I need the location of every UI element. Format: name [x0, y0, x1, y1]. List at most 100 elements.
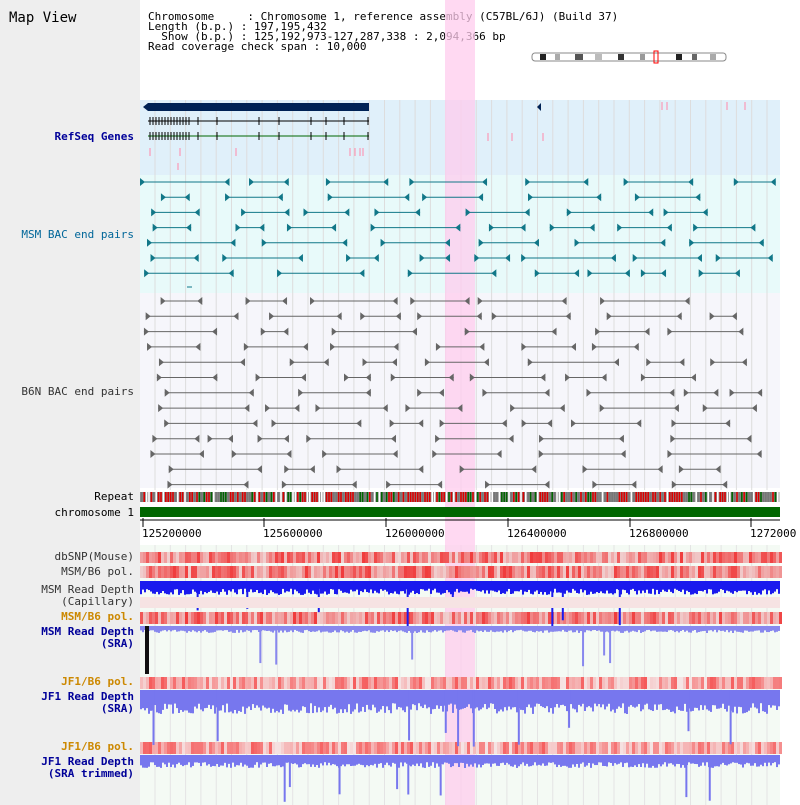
read-depth-bar [424, 755, 426, 768]
read-depth-bar [344, 755, 346, 767]
bac-end-marker [702, 208, 708, 217]
heat-cell [269, 677, 272, 689]
bac-end-marker [383, 178, 389, 186]
axis-tick-label: 126400000 [507, 527, 567, 540]
bac-end-marker [709, 312, 715, 321]
repeat-element [417, 492, 419, 502]
read-depth-bar [354, 690, 356, 710]
read-depth-bar [554, 755, 556, 765]
map-view-title: Map View [9, 10, 77, 26]
read-depth-bar [754, 581, 756, 592]
heat-cell [191, 566, 194, 578]
read-depth-bar [490, 581, 492, 591]
read-depth-bar [300, 626, 302, 633]
read-depth-bar [376, 626, 378, 632]
read-depth-bar [490, 690, 492, 704]
read-depth-bar [242, 690, 244, 707]
read-depth-bar [302, 581, 304, 595]
heat-cell [749, 612, 752, 624]
repeat-element [148, 492, 150, 502]
heat-cell [629, 552, 632, 563]
read-depth-bar [224, 690, 226, 713]
heat-cell [221, 742, 224, 754]
read-depth-bar [632, 755, 634, 767]
read-depth-bar [440, 690, 442, 706]
read-depth-bar [360, 690, 362, 712]
bac-end-marker [623, 178, 629, 186]
read-depth-spike [196, 581, 199, 611]
bac-end-marker [698, 269, 704, 278]
repeat-element [685, 492, 688, 502]
read-depth-bar [694, 626, 696, 631]
heat-cell [152, 552, 155, 563]
chromosome-bar [140, 507, 780, 517]
heat-cell [245, 677, 248, 689]
heat-cell [446, 552, 449, 563]
read-depth-bar [702, 690, 704, 710]
bac-end-marker [432, 450, 438, 458]
heat-cell [173, 552, 176, 563]
read-depth-bar [352, 755, 354, 766]
read-depth-bar [558, 581, 560, 593]
heat-cell [773, 612, 776, 624]
heat-cell [764, 552, 767, 563]
heat-cell [512, 552, 515, 563]
read-depth-bar [292, 755, 294, 764]
b6n-bac-label[interactable]: B6N BAC end pairs [21, 385, 134, 398]
repeat-element [587, 492, 589, 502]
bac-end-marker [351, 480, 357, 489]
read-depth-bar [636, 755, 638, 768]
heat-cell [284, 552, 287, 563]
refseq-genes-label[interactable]: RefSeq Genes [54, 130, 134, 143]
msm-bac-label[interactable]: MSM BAC end pairs [21, 228, 134, 241]
heat-cell [335, 566, 338, 578]
read-depth-bar [542, 690, 544, 708]
repeat-element [244, 492, 246, 502]
read-depth-bar [158, 581, 160, 595]
heat-cell [359, 612, 362, 624]
read-depth-bar [254, 690, 256, 708]
read-depth-spike [275, 626, 278, 665]
heat-cell [590, 612, 593, 624]
read-depth-bar [370, 755, 372, 765]
read-depth-spike [457, 690, 460, 747]
read-depth-bar [194, 581, 196, 592]
read-depth-bar [240, 581, 242, 589]
bac-end-marker [646, 358, 652, 367]
heat-cell [185, 677, 188, 689]
heat-cell [689, 742, 692, 754]
read-depth-bar [674, 581, 676, 589]
heat-cell [653, 552, 656, 563]
heat-cell [329, 677, 332, 689]
repeat-element [640, 492, 642, 502]
heat-cell [584, 612, 587, 624]
read-depth-bar [498, 626, 500, 632]
read-depth-bar [384, 626, 386, 632]
read-depth-bar [636, 581, 638, 595]
bac-end-marker [256, 465, 262, 474]
read-depth-bar [714, 626, 716, 630]
heat-cell [779, 612, 782, 624]
heat-cell [656, 552, 659, 563]
heat-cell [569, 742, 572, 754]
heat-cell [257, 612, 260, 624]
bac-end-marker [591, 342, 597, 351]
read-depth-bar [234, 755, 236, 767]
read-depth-bar [472, 755, 474, 767]
read-depth-bar [542, 626, 544, 633]
repeat-element [275, 492, 277, 502]
repeat-element [208, 492, 210, 502]
msm-sra-gap-marker [145, 626, 149, 674]
heat-cell [536, 566, 539, 578]
read-depth-spike [609, 626, 612, 664]
heat-cell [479, 552, 482, 563]
read-depth-bar [434, 581, 436, 589]
heat-cell [359, 552, 362, 563]
heat-cell [428, 677, 431, 689]
heat-cell [359, 742, 362, 754]
heat-cell [659, 552, 662, 563]
read-depth-bar [604, 690, 606, 710]
read-depth-bar [298, 581, 300, 594]
heat-cell [761, 677, 764, 689]
